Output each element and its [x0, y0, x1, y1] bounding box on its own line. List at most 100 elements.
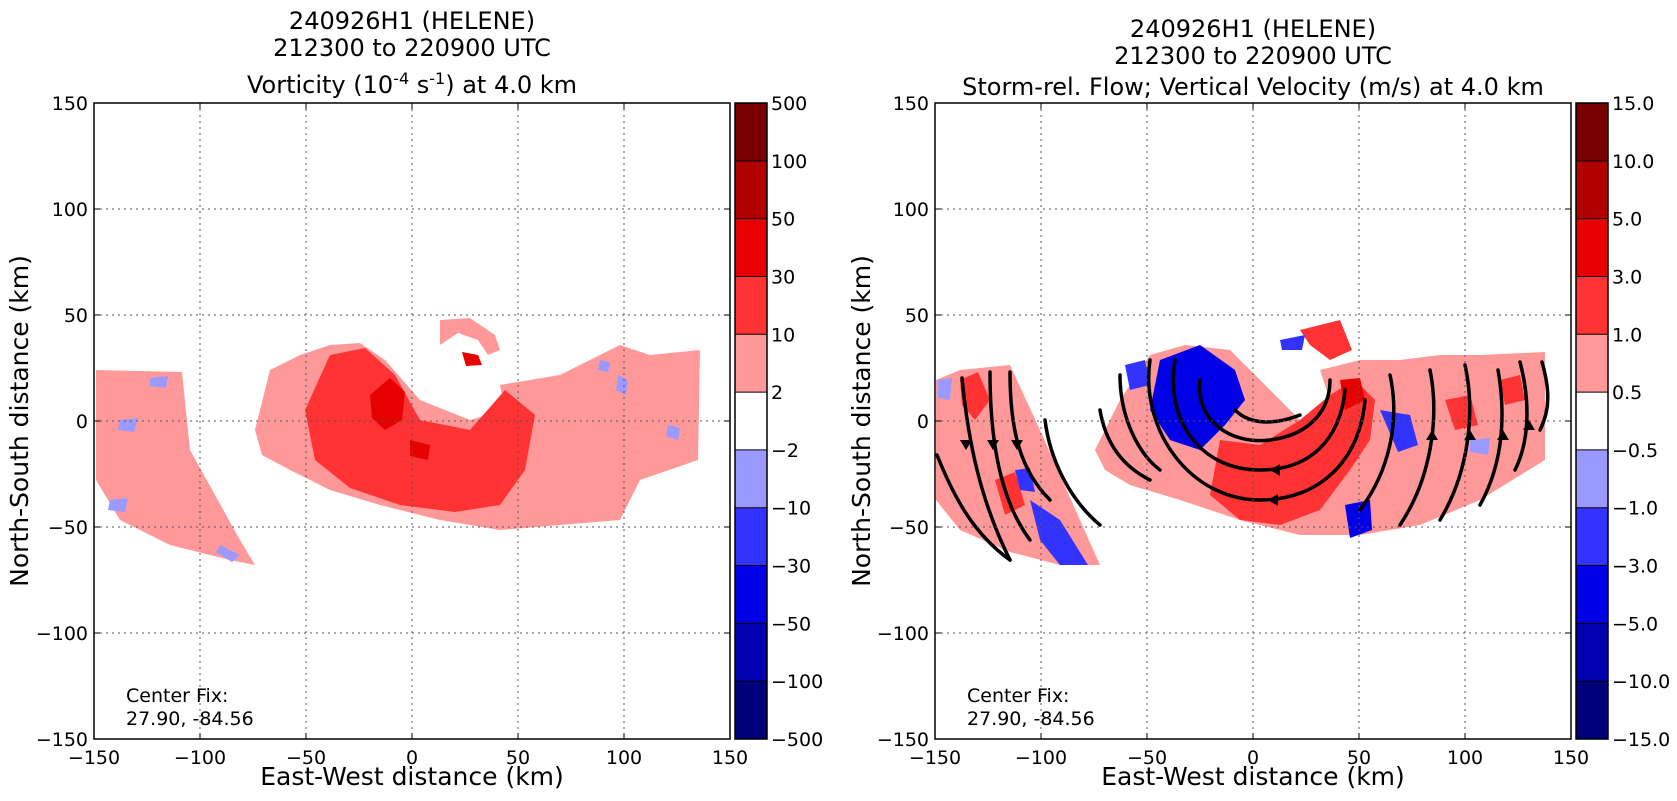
x-tick-label: 50 — [506, 747, 530, 769]
x-tick-label: −100 — [1015, 747, 1067, 769]
title-line2: 212300 to 220900 UTC — [273, 34, 551, 62]
colorbar-tick-label: −100 — [771, 671, 823, 693]
vort-neg-blob — [216, 545, 240, 562]
grid-lines — [94, 103, 730, 739]
colorbar-segment — [1576, 103, 1608, 162]
colorbar-tick-label: −0.5 — [1612, 440, 1658, 462]
colorbar: 500 100 50 30 10 2 −2 −10 −30 −50 −100 −500 — [734, 93, 823, 751]
streamline — [1538, 360, 1550, 432]
title-line3: Storm-rel. Flow; Vertical Velocity (m/s)… — [962, 73, 1544, 101]
vorticity-field — [96, 318, 700, 565]
x-axis-label: East-West distance (km) — [1101, 762, 1405, 791]
colorbar-segment — [735, 103, 767, 162]
vort-hook — [440, 318, 500, 355]
y-tick-label: 0 — [917, 411, 929, 433]
y-tick-label: 50 — [64, 305, 88, 327]
vort-region-west — [96, 370, 255, 565]
title-line3-post: ) at 4.0 km — [445, 71, 577, 99]
title-line1: 240926H1 (HELENE) — [289, 7, 535, 35]
colorbar-segment — [1576, 160, 1608, 220]
colorbar-segment — [1576, 334, 1608, 393]
streamline-arrow — [1270, 464, 1280, 476]
w-up — [1300, 320, 1352, 360]
y-tick-label: −150 — [877, 729, 929, 751]
streamline — [1197, 378, 1332, 443]
colorbar-segment — [735, 507, 767, 567]
colorbar-tick-label: −2 — [771, 440, 799, 462]
streamline-arrow — [960, 440, 972, 450]
y-axis-label: North-South distance (km) — [5, 255, 34, 587]
colorbar-segment — [1576, 449, 1608, 509]
x-tick-label: 150 — [712, 747, 748, 769]
colorbar-tick-label: 1.0 — [1612, 324, 1642, 346]
colorbar-segment — [735, 160, 767, 220]
vort-neg-blob — [616, 375, 628, 395]
colorbar-tick-label: −10 — [771, 498, 811, 520]
vort-neg-blob — [598, 360, 610, 372]
colorbar-tick-label: 3.0 — [1612, 266, 1642, 288]
streamline — [1118, 373, 1162, 472]
y-tick-label: −50 — [889, 517, 929, 539]
colorbar-frame — [1575, 102, 1609, 740]
colorbar-segment — [1576, 276, 1608, 335]
y-tick-label: −100 — [877, 623, 929, 645]
streamline-arrow — [1464, 430, 1476, 440]
vertical-velocity-field — [935, 320, 1550, 565]
streamline-arrow — [987, 440, 999, 450]
vort-region-core — [305, 348, 535, 512]
colorbar-segment — [1576, 507, 1608, 567]
streamline — [1513, 360, 1529, 472]
colorbar-tick-label: −50 — [771, 613, 811, 635]
colorbar-tick-label: −15.0 — [1612, 729, 1670, 751]
y-tick-label: −150 — [36, 729, 88, 751]
y-tick-label: −50 — [48, 517, 88, 539]
colorbar-tick-label: 10.0 — [1612, 151, 1654, 173]
y-axis-label: North-South distance (km) — [847, 255, 876, 587]
w-down — [1280, 335, 1305, 350]
streamline-arrow — [1523, 420, 1535, 430]
colorbar-tick-label: 0.5 — [1612, 382, 1642, 404]
colorbar-tick-label: 50 — [771, 209, 795, 231]
y-axis-ticks: −150 −100 −50 0 50 100 150 — [36, 93, 730, 751]
streamline — [1147, 358, 1367, 502]
colorbar-segment — [1576, 218, 1608, 277]
title-line1: 240926H1 (HELENE) — [1130, 15, 1376, 43]
colorbar-tick-label: 30 — [771, 266, 795, 288]
colorbar: 15.0 10.0 5.0 3.0 1.0 0.5 −0.5 −1.0 −3.0 −5.0 −10.… — [1575, 93, 1670, 751]
streamline-arrow — [1426, 430, 1438, 440]
x-tick-label: 100 — [1447, 747, 1483, 769]
colorbar-tick-label: 2 — [771, 382, 783, 404]
colorbar-tick-label: −30 — [771, 556, 811, 578]
colorbar-segment — [735, 681, 767, 740]
streamline — [935, 453, 1012, 562]
y-tick-label: 100 — [893, 199, 929, 221]
vort-neg-blob — [118, 418, 138, 432]
colorbar-segment — [1576, 623, 1608, 682]
title-line3-sup1: -4 — [393, 69, 409, 88]
w-region-west — [936, 365, 1100, 565]
panel-vertical-velocity: 240926H1 (HELENE) 212300 to 220900 UTC S… — [847, 15, 1670, 791]
colorbar-segment — [735, 392, 767, 451]
w-down — [1380, 410, 1418, 452]
colorbar-frame — [734, 102, 768, 740]
y-tick-label: 50 — [905, 305, 929, 327]
colorbar-segment — [735, 623, 767, 682]
x-tick-label: 150 — [1553, 747, 1589, 769]
colorbar-tick-label: 10 — [771, 324, 795, 346]
center-fix-label: Center Fix: — [967, 685, 1069, 707]
colorbar-tick-label: −5.0 — [1612, 613, 1658, 635]
streamline — [1358, 373, 1396, 512]
streamline-arrows — [960, 420, 1535, 506]
center-fix-value: 27.90, -84.56 — [126, 708, 254, 730]
x-tick-label: −150 — [909, 747, 961, 769]
y-tick-label: −100 — [36, 623, 88, 645]
streamline-arrow — [1497, 430, 1509, 440]
x-tick-label: 0 — [1247, 747, 1259, 769]
title-line2: 212300 to 220900 UTC — [1114, 42, 1392, 70]
x-tick-label: −150 — [68, 747, 120, 769]
colorbar-segment — [735, 334, 767, 393]
panel-vorticity: 240926H1 (HELENE) 212300 to 220900 UTC V… — [5, 7, 823, 791]
streamline — [960, 376, 1012, 562]
grid-lines — [935, 103, 1571, 739]
vort-neg-blob — [666, 425, 680, 440]
